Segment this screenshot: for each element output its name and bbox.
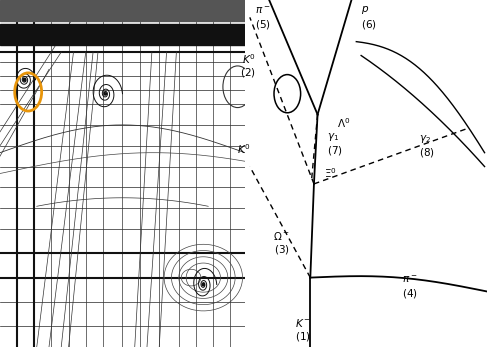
Text: $\Omega^-$: $\Omega^-$ bbox=[273, 230, 290, 242]
Text: $(1)$: $(1)$ bbox=[295, 330, 311, 343]
Text: $(4)$: $(4)$ bbox=[402, 287, 417, 300]
Text: $\gamma_2$: $\gamma_2$ bbox=[419, 133, 431, 145]
Text: $(3)$: $(3)$ bbox=[274, 243, 290, 256]
Bar bbox=[0, 0, 245, 21]
Text: $K^0$: $K^0$ bbox=[242, 52, 256, 66]
Bar bbox=[0, 24, 245, 45]
Text: $K^0$: $K^0$ bbox=[237, 142, 251, 156]
Text: $\pi^-$: $\pi^-$ bbox=[255, 5, 271, 16]
Text: $\Xi^0$: $\Xi^0$ bbox=[324, 167, 337, 180]
Text: $p$: $p$ bbox=[361, 5, 369, 16]
Text: $\pi^-$: $\pi^-$ bbox=[402, 274, 417, 285]
Text: $\gamma_1$: $\gamma_1$ bbox=[327, 131, 339, 143]
Text: $\Lambda^0$: $\Lambda^0$ bbox=[337, 116, 350, 130]
Text: $(5)$: $(5)$ bbox=[255, 18, 271, 31]
Text: $(6)$: $(6)$ bbox=[361, 18, 377, 31]
Text: $(7)$: $(7)$ bbox=[327, 144, 343, 158]
Text: $(8)$: $(8)$ bbox=[419, 146, 435, 159]
Text: $K^-$: $K^-$ bbox=[295, 317, 311, 329]
Text: $(2)$: $(2)$ bbox=[240, 66, 256, 79]
